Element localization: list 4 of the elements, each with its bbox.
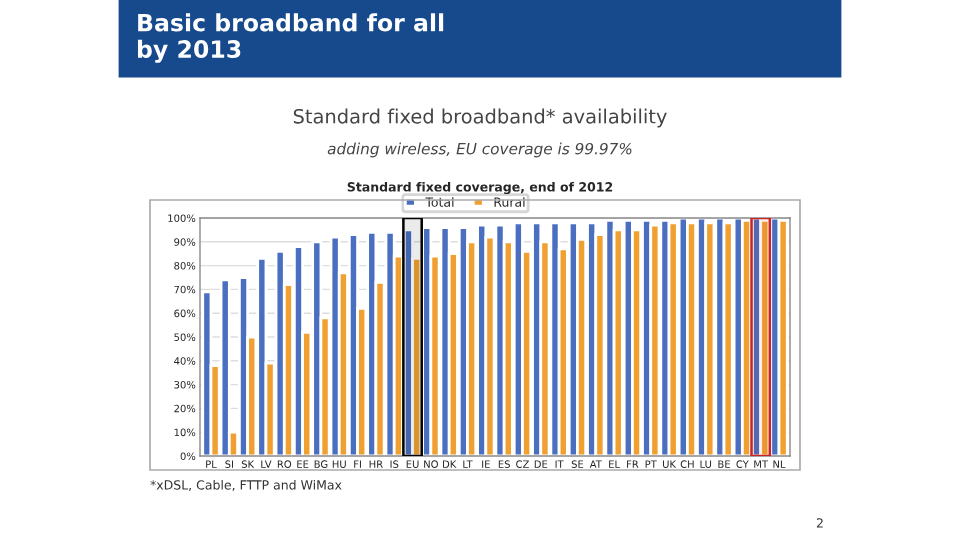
chart-subtitle: Standard fixed broadband* availability [293, 108, 667, 128]
chart-title: Basic broadband for all by 2013 [137, 13, 444, 63]
bar [722, 221, 734, 456]
bar [201, 290, 213, 456]
